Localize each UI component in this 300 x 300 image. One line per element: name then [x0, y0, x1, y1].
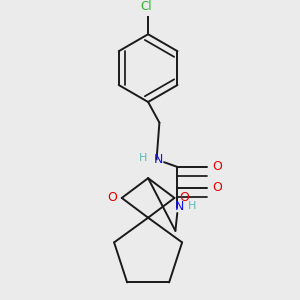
Text: O: O — [107, 191, 117, 204]
Text: O: O — [179, 191, 189, 204]
Text: N: N — [175, 200, 184, 213]
Text: O: O — [212, 181, 222, 194]
Text: Cl: Cl — [140, 0, 152, 13]
Text: H: H — [188, 201, 196, 212]
Text: O: O — [212, 160, 222, 173]
Text: H: H — [139, 153, 148, 164]
Text: N: N — [154, 153, 163, 166]
